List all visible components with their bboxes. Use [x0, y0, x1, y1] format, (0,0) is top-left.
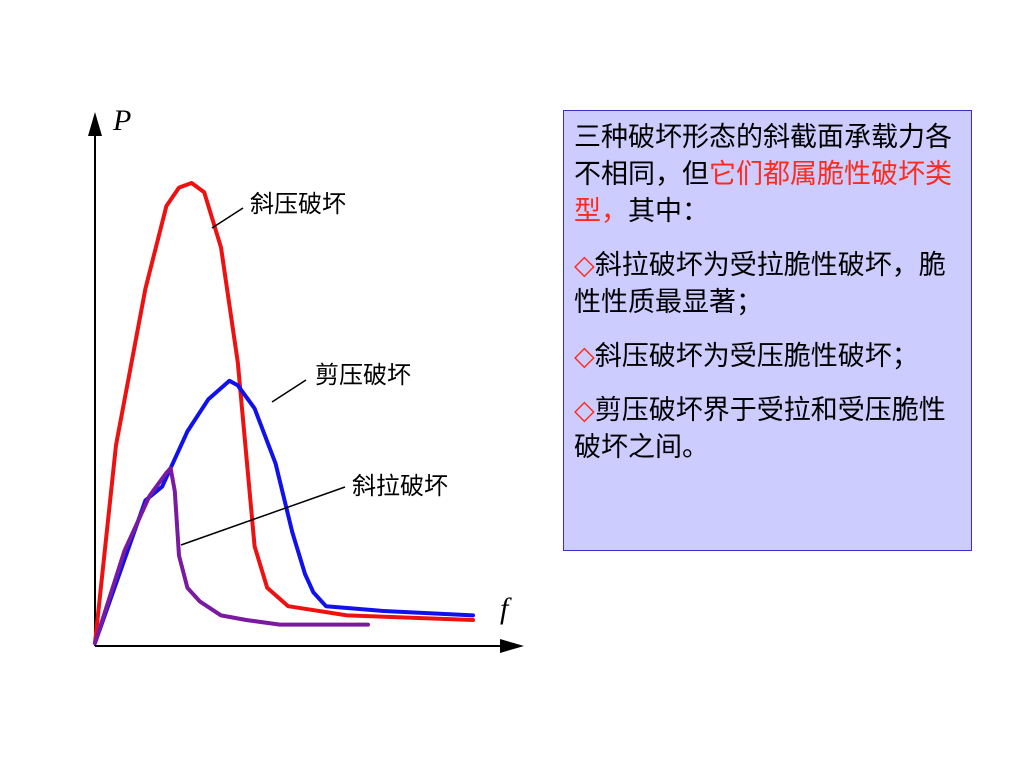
intro-suffix: 其中： [628, 196, 709, 227]
leader-line-diagonal-compression [211, 207, 244, 229]
explanation-panel: 三种破坏形态的斜截面承载力各不相同，但它们都属脆性破坏类型，其中： ◇斜拉破坏为… [563, 110, 972, 551]
label-diagonal-compression: 斜压破坏 [250, 190, 346, 218]
intro-highlight: 它们都属脆性破坏类型， [574, 159, 952, 227]
series-line-diagonal-compression [93, 181, 475, 645]
bullet-item: ◇斜压破坏为受压脆性破坏； [574, 338, 959, 375]
intro-text: 三种破坏形态的斜截面承载力各不相同，但 [574, 122, 952, 190]
axes: P f [88, 104, 524, 653]
diamond-icon: ◇ [574, 395, 595, 426]
label-shear-compression: 剪压破坏 [315, 361, 411, 389]
bullet-text-diagonal-tension: 斜拉破坏为受拉脆性破坏，脆性性质最显著； [574, 250, 946, 318]
x-axis-arrow [500, 639, 524, 653]
x-axis-label: f [500, 592, 512, 625]
leader-line-shear-compression [271, 379, 307, 403]
bullet-text-shear-compression: 剪压破坏界于受拉和受压脆性破坏之间。 [574, 395, 946, 463]
label-diagonal-tension: 斜拉破坏 [352, 472, 448, 500]
bullet-text-diagonal-compression: 斜压破坏为受压脆性破坏； [594, 341, 919, 372]
series-curves [93, 181, 475, 645]
bullet-item: ◇剪压破坏界于受拉和受压脆性破坏之间。 [574, 392, 959, 466]
y-axis-label: P [112, 104, 131, 137]
diamond-icon: ◇ [574, 341, 595, 372]
diamond-icon: ◇ [574, 250, 595, 281]
series-line-diagonal-tension [93, 466, 370, 645]
series-labels: 斜压破坏 剪压破坏 斜拉破坏 [180, 190, 448, 546]
y-axis-arrow [88, 112, 102, 136]
leader-line-diagonal-tension [180, 486, 346, 546]
load-deflection-chart: P f 斜压破坏 剪压破坏 斜拉破坏 [88, 104, 524, 653]
bullet-item: ◇斜拉破坏为受拉脆性破坏，脆性性质最显著； [574, 247, 959, 321]
intro-paragraph: 三种破坏形态的斜截面承载力各不相同，但它们都属脆性破坏类型，其中： [574, 119, 959, 230]
